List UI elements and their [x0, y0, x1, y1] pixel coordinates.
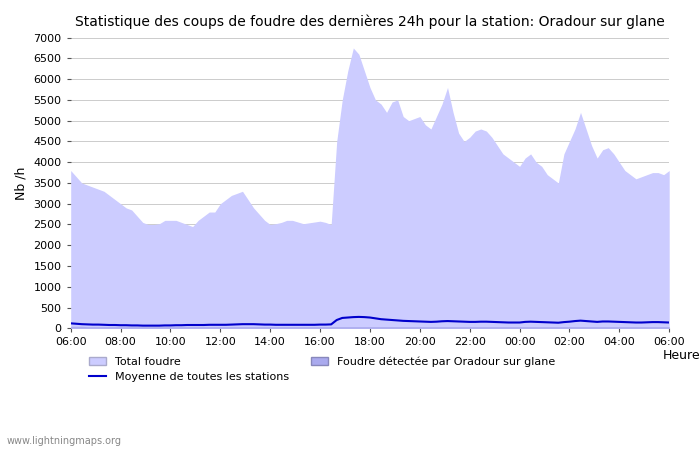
X-axis label: Heure: Heure — [662, 349, 700, 362]
Y-axis label: Nb /h: Nb /h — [15, 166, 28, 200]
Title: Statistique des coups de foudre des dernières 24h pour la station: Oradour sur g: Statistique des coups de foudre des dern… — [75, 15, 665, 30]
Text: www.lightningmaps.org: www.lightningmaps.org — [7, 436, 122, 446]
Legend: Total foudre, Moyenne de toutes les stations, Foudre détectée par Oradour sur gl: Total foudre, Moyenne de toutes les stat… — [85, 351, 559, 387]
